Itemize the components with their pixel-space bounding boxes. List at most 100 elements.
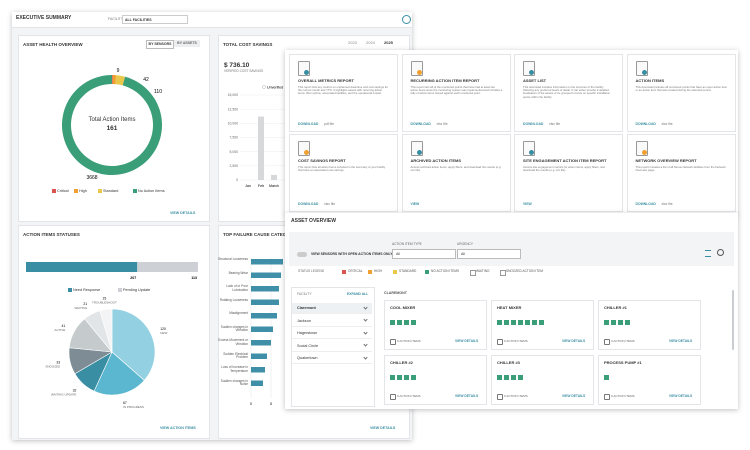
sensor-square[interactable] xyxy=(625,320,630,325)
sensor-square[interactable] xyxy=(504,320,509,325)
legend-label: No Action Items xyxy=(138,188,165,193)
facility-select[interactable]: ALL FACILITIES xyxy=(122,15,188,24)
bar xyxy=(251,353,267,359)
sensor-square[interactable] xyxy=(411,320,416,325)
pie-name-label: WAITING UPDATE xyxy=(51,392,77,396)
y-tick-label: 0 xyxy=(236,178,238,182)
report-icon-badge xyxy=(304,70,309,75)
y-category-label: Rotating Looseness xyxy=(219,297,248,302)
report-action[interactable]: DOWNLOAD xyxy=(410,122,431,126)
legend-label: NO ACTION ITEMS xyxy=(431,269,460,273)
pie-name-label: SNOOZED xyxy=(45,364,61,368)
view-action-items-link[interactable]: VIEW ACTION ITEMS xyxy=(160,426,196,430)
center-label: Total Action Items xyxy=(88,117,136,123)
view-details-link[interactable]: VIEW DETAILS xyxy=(562,338,586,343)
report-card: ACTION ITEMS This download includes all m… xyxy=(626,54,736,132)
user-icon[interactable] xyxy=(402,15,411,24)
view-details-link[interactable]: VIEW DETAILS xyxy=(562,393,586,398)
report-description: This report lists all of the monitored p… xyxy=(410,85,503,96)
legend-label: Critical xyxy=(57,188,69,193)
sensor-square[interactable] xyxy=(525,320,530,325)
x-tick-label: 5 xyxy=(270,402,272,406)
facility-row[interactable]: Social Circle xyxy=(292,341,372,352)
sensor-square[interactable] xyxy=(404,375,409,380)
expand-all[interactable]: EXPAND ALL xyxy=(347,292,369,296)
report-action[interactable]: DOWNLOAD xyxy=(298,122,319,126)
sensor-square[interactable] xyxy=(497,375,502,380)
legend-swatch xyxy=(368,269,372,274)
action-icon xyxy=(390,394,396,400)
year-tab[interactable]: 2024 xyxy=(366,40,375,45)
view-details-link[interactable]: VIEW DETAILS xyxy=(669,393,693,398)
y-category-label: Misalignment xyxy=(229,311,248,315)
legend-label: High xyxy=(79,188,87,193)
y-category-label: Bearing Wear xyxy=(228,270,248,275)
asset-card: CHILLER #2 0 ACTION ITEMS VIEW DETAILS xyxy=(384,355,487,405)
legend-label: Unverified xyxy=(267,85,283,89)
chevron xyxy=(363,317,368,322)
toggle-switch[interactable] xyxy=(297,252,307,257)
report-action[interactable]: DOWNLOAD xyxy=(523,122,544,126)
report-title: ASSET LIST xyxy=(523,78,547,83)
filter-select[interactable]: All xyxy=(392,249,456,259)
sensor-square[interactable] xyxy=(390,375,395,380)
facility-row[interactable]: Claremont xyxy=(292,303,372,314)
year-tab[interactable]: 2025 xyxy=(384,40,393,45)
sensor-square[interactable] xyxy=(611,320,616,325)
sensor-square[interactable] xyxy=(390,320,395,325)
report-card: COST SAVINGS REPORT This report lists all… xyxy=(289,134,398,212)
facility-row[interactable]: Jackson xyxy=(292,316,372,327)
report-action[interactable]: VIEW xyxy=(410,202,420,206)
sensor-square[interactable] xyxy=(604,375,609,380)
sensor-square[interactable] xyxy=(518,375,523,380)
sensor-square[interactable] xyxy=(404,320,409,325)
legend-swatch xyxy=(342,269,346,274)
toggle-button[interactable]: BY ASSETS xyxy=(174,40,200,47)
sensor-square[interactable] xyxy=(511,320,516,325)
year-tab[interactable]: 2023 xyxy=(348,40,357,45)
report-action[interactable]: DOWNLOAD xyxy=(635,202,656,206)
sensor-square[interactable] xyxy=(539,320,544,325)
report-description: Access archived action items, apply filt… xyxy=(410,165,502,173)
report-action[interactable]: DOWNLOAD xyxy=(298,202,319,206)
sensor-square[interactable] xyxy=(618,320,623,325)
search-icon[interactable] xyxy=(717,249,724,256)
sensor-square[interactable] xyxy=(518,320,523,325)
facility-row[interactable]: Hagerstown xyxy=(292,328,372,339)
report-icon xyxy=(410,141,423,156)
sensor-square[interactable] xyxy=(497,320,502,325)
donut-value-label: 9 xyxy=(117,68,120,74)
filter-select[interactable]: All xyxy=(457,249,521,259)
status-bar-value: 113 xyxy=(191,276,197,280)
sensor-square[interactable] xyxy=(511,375,516,380)
view-details-link[interactable]: VIEW DETAILS xyxy=(455,393,479,398)
report-action[interactable]: VIEW xyxy=(523,202,532,206)
sensor-square[interactable] xyxy=(504,375,509,380)
sensor-square[interactable] xyxy=(532,320,537,325)
sensor-square[interactable] xyxy=(604,320,609,325)
view-details-link[interactable]: VIEW DETAILS xyxy=(370,426,396,430)
action-items-count: 0 ACTION ITEMS xyxy=(397,393,421,398)
x-tick-label: March xyxy=(269,184,279,188)
sensor-square[interactable] xyxy=(397,375,402,380)
pie-value-label: 32 xyxy=(73,388,77,392)
report-action[interactable]: DOWNLOAD xyxy=(635,122,656,126)
view-details-link[interactable]: VIEW DETAILS xyxy=(170,211,196,215)
cost-amount: $ 736.10 xyxy=(224,62,250,69)
pie-value-label: 33 xyxy=(56,360,60,364)
sensor-square[interactable] xyxy=(397,320,402,325)
sensor-square[interactable] xyxy=(411,375,416,380)
asset-name: CHILLER #1 xyxy=(604,305,627,310)
report-format: pdf file xyxy=(324,122,334,126)
facility-row[interactable]: Quakertown xyxy=(292,353,372,364)
asset-name: COOL MIXER xyxy=(390,305,416,310)
view-details-link[interactable]: VIEW DETAILS xyxy=(455,338,479,343)
report-icon-badge xyxy=(416,150,422,155)
toggle-button[interactable]: BY SENSORS xyxy=(146,40,174,49)
cost-amount-label: VERIFIED COST SAVINGS xyxy=(224,69,264,73)
list-view-icon[interactable] xyxy=(705,250,711,257)
view-details-link[interactable]: VIEW DETAILS xyxy=(669,338,693,343)
bar xyxy=(251,272,281,278)
chevron xyxy=(363,329,368,335)
